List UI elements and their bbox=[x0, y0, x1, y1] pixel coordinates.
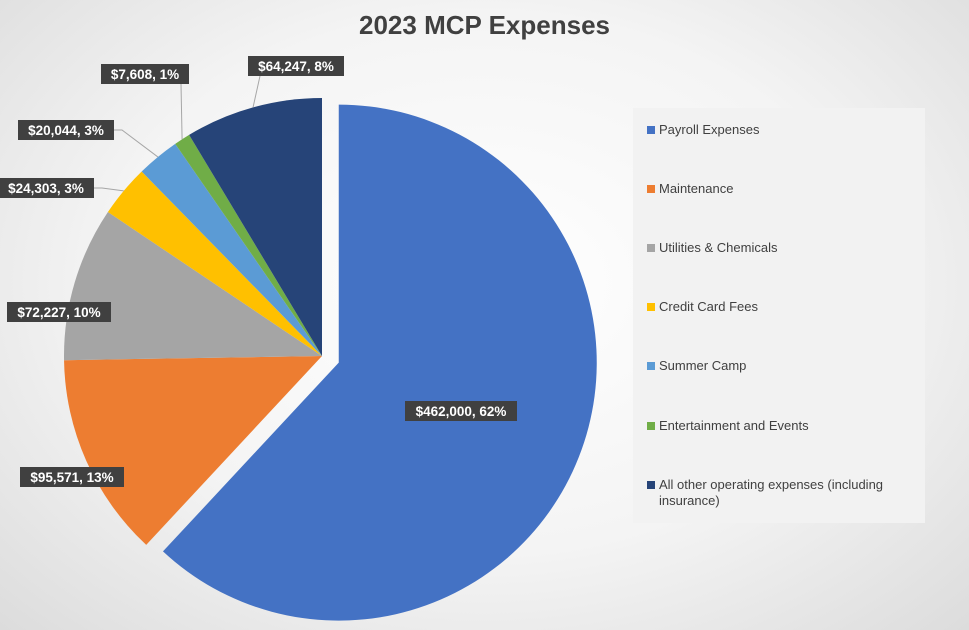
legend-label: Credit Card Fees bbox=[659, 299, 758, 314]
legend-item: Utilities & Chemicals bbox=[647, 240, 909, 256]
legend-swatch bbox=[647, 303, 655, 311]
legend: Payroll Expenses Maintenance Utilities & C… bbox=[633, 108, 925, 523]
pie-slices bbox=[64, 98, 597, 621]
data-label: $7,608, 1% bbox=[101, 64, 189, 84]
legend-item: Maintenance bbox=[647, 181, 909, 197]
data-label-box bbox=[18, 120, 114, 140]
legend-swatch bbox=[647, 185, 655, 193]
pie-slice-utilities-chemicals bbox=[64, 212, 322, 361]
leader-line bbox=[180, 83, 183, 140]
leader-line bbox=[252, 75, 261, 108]
legend-label: Payroll Expenses bbox=[659, 122, 760, 137]
pie-slice-entertainment-and-events bbox=[175, 134, 322, 356]
leader-line bbox=[94, 187, 124, 192]
data-label-text: $24,303, 3% bbox=[8, 181, 84, 196]
legend-swatch bbox=[647, 126, 655, 134]
legend-item: Summer Camp bbox=[647, 358, 909, 374]
legend-item: Payroll Expenses bbox=[647, 122, 909, 138]
leader-line bbox=[114, 129, 159, 158]
legend-label: Entertainment and Events bbox=[659, 418, 809, 433]
pie-slice-summer-camp bbox=[141, 143, 322, 356]
legend-label: Summer Camp bbox=[659, 358, 747, 373]
legend-swatch bbox=[647, 422, 655, 430]
legend-item: All other operating expenses (including … bbox=[647, 477, 909, 509]
data-label-text: $64,247, 8% bbox=[258, 59, 334, 74]
legend-item: Entertainment and Events bbox=[647, 418, 909, 434]
legend-swatch bbox=[647, 481, 655, 489]
data-label-box bbox=[7, 302, 111, 322]
chart-title: 2023 MCP Expenses bbox=[359, 10, 610, 40]
pie-slice-credit-card-fees bbox=[107, 171, 322, 356]
data-label-text: $72,227, 10% bbox=[17, 305, 100, 320]
legend-item: Credit Card Fees bbox=[647, 299, 909, 315]
legend-swatch bbox=[647, 244, 655, 252]
legend-label: All other operating expenses (including … bbox=[659, 477, 884, 508]
data-label: $64,247, 8% bbox=[248, 56, 344, 76]
data-labels: $462,000, 62% $95,571, 13% $72,227, 10% $24… bbox=[0, 56, 517, 487]
data-label-box bbox=[0, 178, 94, 198]
legend-label: Utilities & Chemicals bbox=[659, 240, 778, 255]
leader-lines bbox=[94, 75, 261, 192]
data-label-text: $20,044, 3% bbox=[28, 123, 104, 138]
data-label: $462,000, 62% bbox=[405, 401, 517, 421]
data-label-text: $95,571, 13% bbox=[30, 470, 113, 485]
pie-slice-payroll-expenses bbox=[162, 104, 597, 621]
data-label-text: $7,608, 1% bbox=[111, 67, 179, 82]
data-label-text: $462,000, 62% bbox=[416, 404, 507, 419]
data-label-box bbox=[20, 467, 124, 487]
data-label-box bbox=[248, 56, 344, 76]
data-label: $72,227, 10% bbox=[7, 302, 111, 322]
data-label: $24,303, 3% bbox=[0, 178, 94, 198]
legend-swatch bbox=[647, 362, 655, 370]
data-label-box bbox=[405, 401, 517, 421]
data-label: $95,571, 13% bbox=[20, 467, 124, 487]
legend-label: Maintenance bbox=[659, 181, 734, 196]
data-label-box bbox=[101, 64, 189, 84]
pie-slice-maintenance bbox=[64, 356, 322, 545]
pie-slice-all-other-operating-expenses-including-insurance bbox=[189, 98, 322, 356]
data-label: $20,044, 3% bbox=[18, 120, 114, 140]
